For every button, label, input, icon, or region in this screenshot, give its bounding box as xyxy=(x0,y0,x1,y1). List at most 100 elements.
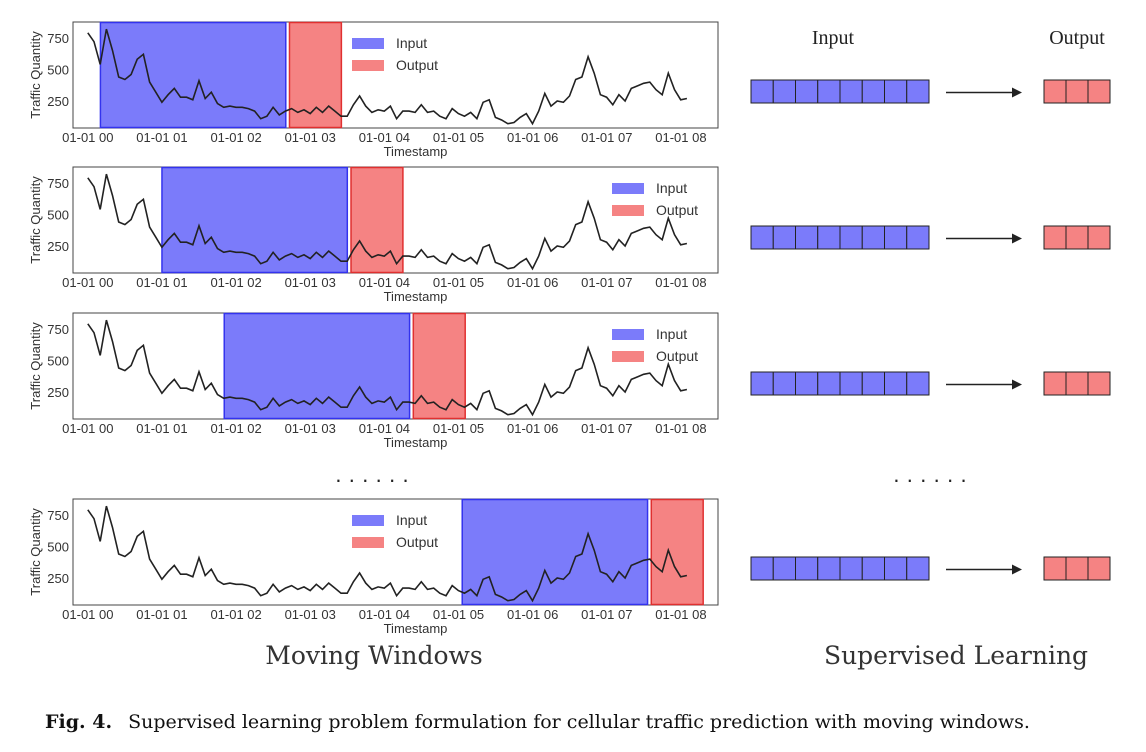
y-tick-label: 750 xyxy=(47,31,69,46)
input-cell xyxy=(906,225,930,250)
x-tick-label: 01-01 01 xyxy=(136,275,187,290)
traffic-series-line xyxy=(87,319,688,417)
output-cell xyxy=(1087,225,1111,250)
x-tick-label: 01-01 07 xyxy=(581,275,632,290)
output-cell xyxy=(1043,556,1067,581)
output-window xyxy=(650,498,704,606)
legend-swatch-output xyxy=(612,205,644,216)
output-cell xyxy=(1087,79,1111,104)
y-axis-label: Traffic Quantity xyxy=(28,322,43,410)
svg-text:Fig. 4. Supervised learn: Fig. 4. Supervised learning problem form… xyxy=(45,711,1030,733)
input-cell xyxy=(906,79,930,104)
x-tick-label: 01-01 02 xyxy=(210,130,261,145)
x-tick-label: 01-01 01 xyxy=(136,130,187,145)
x-tick-label: 01-01 00 xyxy=(62,130,113,145)
input-window xyxy=(223,312,411,420)
input-cell xyxy=(750,79,774,104)
y-tick-label: 250 xyxy=(47,571,69,586)
input-cell xyxy=(772,225,796,250)
input-cell xyxy=(884,556,908,581)
caption-label: Fig. 4. xyxy=(45,711,112,733)
y-tick-label: 500 xyxy=(47,62,69,77)
output-window xyxy=(412,312,466,420)
x-tick-label: 01-01 08 xyxy=(655,607,706,622)
legend-swatch-output xyxy=(612,351,644,362)
array-row-1 xyxy=(750,79,1111,104)
arrow-head-icon xyxy=(1012,379,1022,390)
x-tick-label: 01-01 03 xyxy=(285,607,336,622)
output-cell xyxy=(1043,79,1067,104)
x-axis-label: Timestamp xyxy=(384,621,448,636)
input-cell xyxy=(750,556,774,581)
y-axis-label: Traffic Quantity xyxy=(28,176,43,264)
input-cell xyxy=(795,79,819,104)
caption-text: Supervised learning problem formulation … xyxy=(128,711,1030,733)
legend-swatch-input xyxy=(352,515,384,526)
right-ellipsis: · · · · · · xyxy=(893,467,968,492)
legend-label-output: Output xyxy=(396,534,438,550)
x-axis-label: Timestamp xyxy=(384,144,448,159)
x-tick-label: 01-01 07 xyxy=(581,607,632,622)
x-tick-label: 01-01 05 xyxy=(433,275,484,290)
left-ellipsis: · · · · · · xyxy=(335,467,410,492)
input-cell xyxy=(795,371,819,396)
y-tick-label: 250 xyxy=(47,385,69,400)
output-cell xyxy=(1043,371,1067,396)
legend-swatch-output xyxy=(352,60,384,71)
y-axis-label: Traffic Quantity xyxy=(28,508,43,596)
legend-label-output: Output xyxy=(396,57,438,73)
legend-label-input: Input xyxy=(656,180,687,196)
x-tick-label: 01-01 05 xyxy=(433,130,484,145)
input-cell xyxy=(750,371,774,396)
y-axis-label: Traffic Quantity xyxy=(28,31,43,119)
legend-swatch-input xyxy=(612,183,644,194)
chart-panel-1: 250 500 750 01-01 00 01-01 01 01-01 02 01-01 0… xyxy=(28,21,719,159)
output-header: Output xyxy=(1049,27,1105,49)
moving-window-charts: 250 500 750 01-01 00 01-01 01 01-01 02 01-01 0… xyxy=(28,21,719,636)
legend-swatch-input xyxy=(352,38,384,49)
input-cell xyxy=(861,79,885,104)
x-tick-label: 01-01 02 xyxy=(210,421,261,436)
input-cell xyxy=(839,556,863,581)
input-cell xyxy=(906,371,930,396)
y-tick-label: 500 xyxy=(47,539,69,554)
y-tick-label: 250 xyxy=(47,239,69,254)
left-ellipsis-text: · · · · · · xyxy=(335,467,410,492)
legend-label-input: Input xyxy=(396,35,427,51)
arrow-head-icon xyxy=(1012,564,1022,575)
right-panel-title: Supervised Learning xyxy=(824,641,1088,670)
legend-label-output: Output xyxy=(656,202,698,218)
x-tick-label: 01-01 05 xyxy=(433,421,484,436)
traffic-series-line xyxy=(87,505,688,603)
x-tick-label: 01-01 02 xyxy=(210,275,261,290)
input-window xyxy=(161,166,349,274)
supervised-learning-panel: Input Output · · · · · · Supervised Lear… xyxy=(750,27,1111,670)
x-tick-label: 01-01 00 xyxy=(62,607,113,622)
input-cell xyxy=(839,225,863,250)
x-tick-label: 01-01 03 xyxy=(285,275,336,290)
x-tick-label: 01-01 04 xyxy=(359,130,410,145)
y-tick-label: 500 xyxy=(47,353,69,368)
input-cell xyxy=(772,371,796,396)
x-tick-label: 01-01 06 xyxy=(507,421,558,436)
input-cell xyxy=(839,371,863,396)
input-header: Input xyxy=(812,27,855,49)
output-cell xyxy=(1065,556,1089,581)
x-tick-label: 01-01 06 xyxy=(507,130,558,145)
output-cell xyxy=(1087,556,1111,581)
chart-panel-2: 250 500 750 01-01 00 01-01 01 01-01 02 01-01 0… xyxy=(28,166,719,304)
traffic-series-line xyxy=(87,28,688,126)
x-tick-label: 01-01 03 xyxy=(285,421,336,436)
array-row-2 xyxy=(750,225,1111,250)
x-tick-label: 01-01 00 xyxy=(62,275,113,290)
y-tick-label: 750 xyxy=(47,508,69,523)
input-cell xyxy=(839,79,863,104)
output-window xyxy=(350,166,404,274)
legend-label-input: Input xyxy=(396,512,427,528)
x-tick-label: 01-01 04 xyxy=(359,421,410,436)
x-axis-label: Timestamp xyxy=(384,435,448,450)
arrow-head-icon xyxy=(1012,87,1022,98)
left-panel-title: Moving Windows xyxy=(265,641,482,670)
x-tick-label: 01-01 04 xyxy=(359,275,410,290)
